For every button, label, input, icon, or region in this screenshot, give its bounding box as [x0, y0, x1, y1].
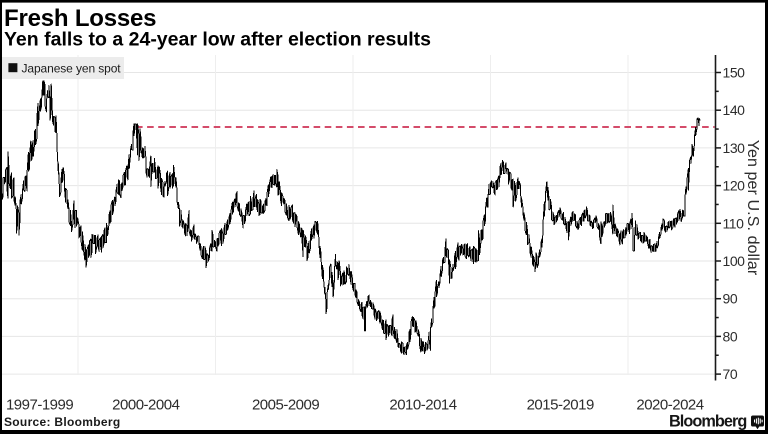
svg-text:100: 100 — [723, 253, 746, 269]
svg-text:2020-2024: 2020-2024 — [636, 397, 703, 414]
svg-text:90: 90 — [723, 291, 738, 307]
svg-text:2010-2014: 2010-2014 — [389, 397, 456, 414]
svg-text:2000-2004: 2000-2004 — [112, 397, 179, 414]
svg-text:2005-2009: 2005-2009 — [252, 397, 319, 414]
svg-text:120: 120 — [723, 178, 746, 194]
svg-text:150: 150 — [723, 65, 746, 81]
svg-text:110: 110 — [723, 215, 745, 231]
svg-text:70: 70 — [723, 366, 738, 382]
svg-text:Yen per U.S. dollar: Yen per U.S. dollar — [744, 140, 761, 276]
svg-text:Source: Bloomberg: Source: Bloomberg — [4, 415, 120, 429]
svg-text:130: 130 — [723, 140, 746, 156]
svg-text:140: 140 — [723, 102, 746, 118]
svg-text:Yen falls to a 24-year low aft: Yen falls to a 24-year low after electio… — [4, 29, 431, 51]
svg-text:Bloomberg: Bloomberg — [669, 413, 746, 431]
svg-text:1997-1999: 1997-1999 — [6, 397, 73, 414]
svg-text:80: 80 — [723, 328, 738, 344]
svg-text:Japanese yen spot: Japanese yen spot — [22, 61, 122, 75]
svg-text:Fresh Losses: Fresh Losses — [4, 5, 156, 32]
svg-text:2015-2019: 2015-2019 — [527, 397, 594, 414]
